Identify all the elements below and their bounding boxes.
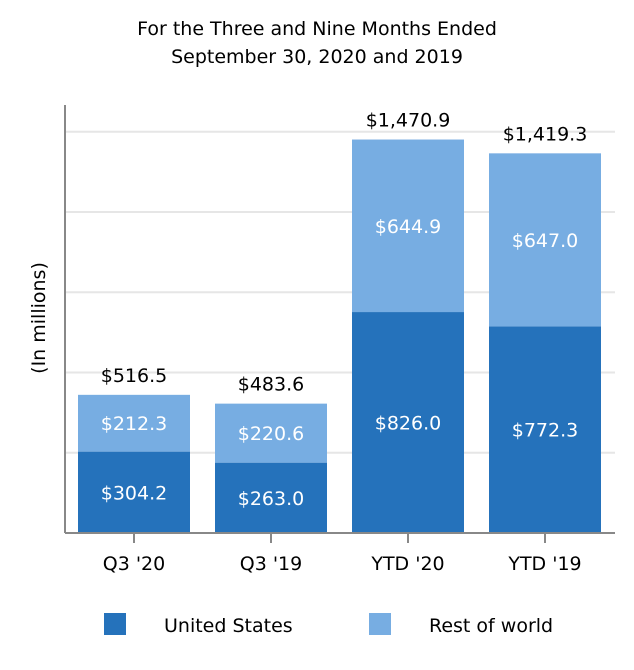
bar-segment bbox=[215, 403, 327, 463]
data-label: $304.2 bbox=[101, 482, 167, 504]
data-label: $647.0 bbox=[512, 230, 578, 252]
total-label: $516.5 bbox=[101, 365, 167, 387]
legend-swatch bbox=[369, 613, 391, 635]
legend-swatch bbox=[104, 613, 126, 635]
chart-title-line-2: September 30, 2020 and 2019 bbox=[171, 46, 463, 68]
total-label: $1,470.9 bbox=[366, 110, 451, 132]
x-tick-label: Q3 '20 bbox=[103, 553, 165, 575]
bar-segment bbox=[352, 139, 464, 313]
bar-segment bbox=[215, 462, 327, 533]
bar-segment bbox=[489, 153, 601, 327]
legend-label: United States bbox=[164, 615, 293, 637]
x-ticks: Q3 '20 Q3 '19 YTD '20 YTD '19 bbox=[103, 534, 582, 575]
bar-segment bbox=[489, 326, 601, 533]
total-label: $1,419.3 bbox=[503, 123, 588, 145]
y-axis-label: (In millions) bbox=[28, 262, 50, 374]
data-label: $772.3 bbox=[512, 420, 578, 442]
data-label: $220.6 bbox=[238, 423, 304, 445]
total-label: $483.6 bbox=[238, 374, 304, 396]
bar-segment bbox=[78, 394, 190, 452]
x-tick-label: YTD '20 bbox=[370, 553, 444, 575]
legend: United States Rest of world bbox=[104, 613, 553, 637]
bar-segment bbox=[78, 451, 190, 533]
data-label: $826.0 bbox=[375, 413, 441, 435]
data-label: $263.0 bbox=[238, 488, 304, 510]
x-tick-label: YTD '19 bbox=[507, 553, 581, 575]
bars: $304.2 $212.3 $516.5 $263.0 $220.6 $483.6 $826… bbox=[78, 110, 601, 533]
bar-segment bbox=[352, 312, 464, 533]
legend-label: Rest of world bbox=[429, 615, 553, 637]
data-label: $212.3 bbox=[101, 413, 167, 435]
data-label: $644.9 bbox=[375, 216, 441, 238]
chart-title-line-1: For the Three and Nine Months Ended bbox=[137, 18, 497, 40]
x-tick-label: Q3 '19 bbox=[240, 553, 302, 575]
